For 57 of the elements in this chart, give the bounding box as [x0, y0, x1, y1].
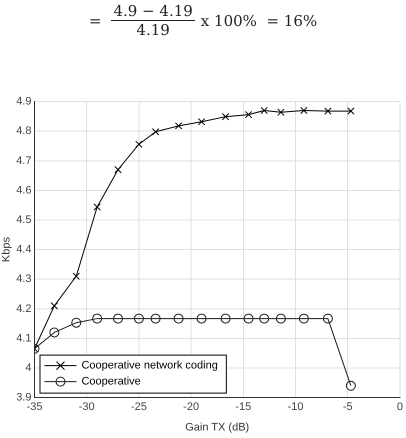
- point: [244, 110, 252, 118]
- y-tick-label: 4.1: [16, 332, 32, 344]
- x-tick-label: -5: [342, 401, 353, 414]
- point: [259, 314, 270, 324]
- point: [150, 314, 161, 324]
- point: [71, 318, 82, 328]
- legend-label: Cooperative network coding: [81, 360, 218, 372]
- x-tick-label: -35: [26, 401, 42, 414]
- point: [50, 302, 58, 310]
- y-tick-label: 4.8: [16, 125, 32, 138]
- text: 4.19: [136, 21, 170, 39]
- legend-label: Cooperative: [81, 376, 141, 388]
- point: [277, 108, 285, 116]
- y-axis-title: Kbps: [0, 236, 13, 262]
- point: [152, 128, 160, 136]
- y-tick-label: 4.9: [16, 96, 32, 108]
- x-axis-title: Gain TX (dB): [185, 421, 250, 434]
- point: [198, 118, 206, 126]
- point: [222, 113, 230, 120]
- text: x 100% = 16%: [200, 12, 318, 30]
- x-tick-label: -25: [130, 401, 147, 414]
- point: [93, 203, 101, 211]
- point: [298, 314, 309, 324]
- point: [300, 106, 308, 114]
- point: [114, 166, 122, 174]
- y-tick-label: 4.4: [16, 244, 32, 256]
- x-tick-label: -10: [288, 401, 304, 414]
- x-tick-label: -15: [235, 401, 252, 414]
- x-tick-label: -20: [183, 401, 200, 414]
- point: [347, 107, 355, 115]
- point: [276, 314, 286, 324]
- point: [134, 314, 144, 324]
- y-tick-label: 4.6: [16, 184, 32, 196]
- x-tick-label: 0: [396, 401, 404, 414]
- point: [324, 107, 332, 115]
- y-tick-label: 3.9: [16, 392, 32, 404]
- point: [220, 314, 231, 324]
- text: =: [88, 12, 102, 30]
- point: [72, 272, 80, 280]
- point: [49, 327, 60, 338]
- x-tick-label: -30: [78, 401, 95, 414]
- point: [174, 314, 184, 324]
- y-tick-label: 4.2: [16, 302, 32, 315]
- text: 4.9 − 4.19: [111, 2, 195, 21]
- point: [260, 106, 268, 114]
- point: [135, 140, 143, 148]
- y-tick-label: 4.7: [16, 154, 32, 167]
- y-tick-label: 4.3: [16, 273, 32, 286]
- point: [174, 122, 182, 130]
- y-tick-label: 4.5: [16, 214, 32, 226]
- point: [113, 314, 124, 324]
- point: [346, 380, 356, 391]
- point: [92, 314, 102, 324]
- point: [322, 314, 333, 324]
- point: [196, 314, 207, 324]
- y-tick-label: 4: [25, 362, 32, 374]
- point: [244, 314, 254, 324]
